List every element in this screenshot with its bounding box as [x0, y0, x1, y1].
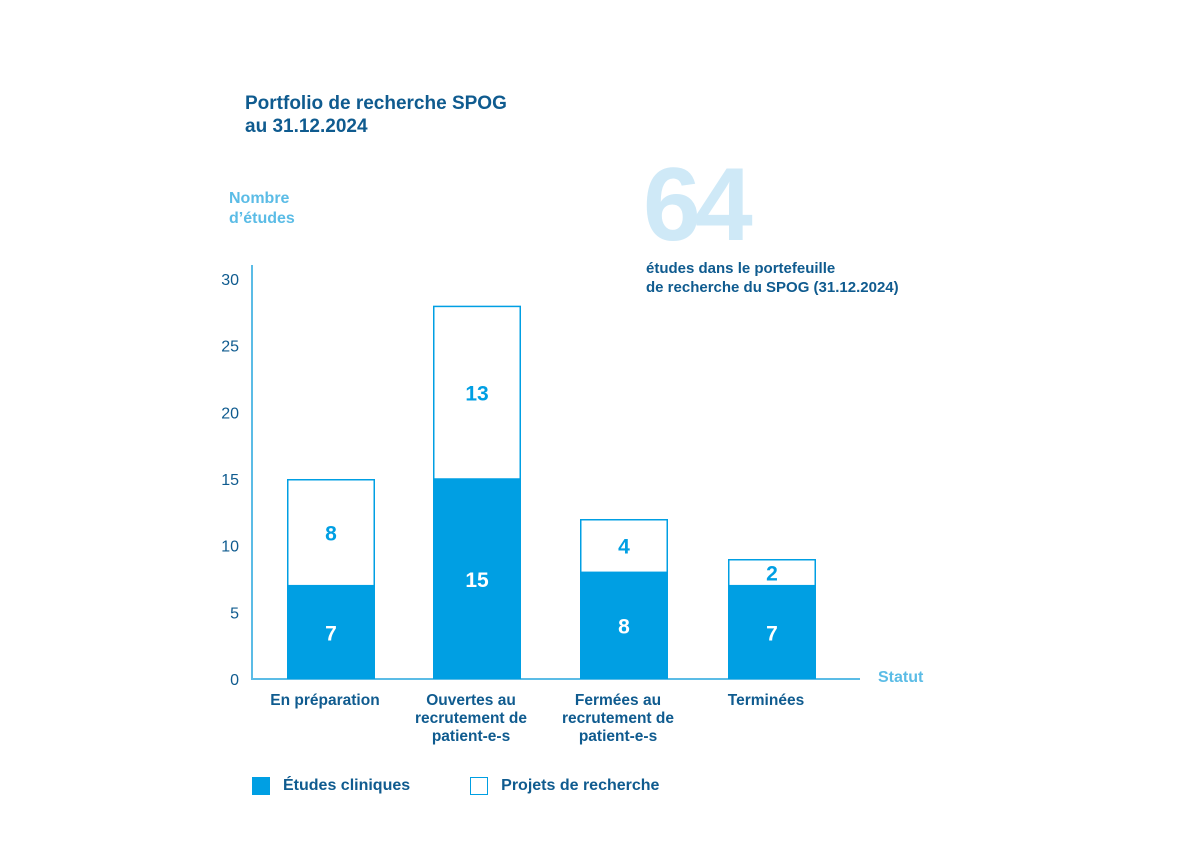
- y-axis-title-line-2: d’études: [229, 210, 295, 227]
- caption-line-1: études dans le portefeuille: [646, 260, 836, 277]
- y-tick-label: 20: [221, 405, 239, 422]
- x-tick-label: recrutement de: [415, 710, 527, 727]
- legend-swatch-outline: [470, 777, 489, 795]
- bar-research-projects: [580, 519, 668, 574]
- legend-label-clinical: Études cliniques: [283, 777, 411, 794]
- bar-research-projects: [433, 305, 521, 480]
- legend-swatch-filled: [252, 777, 270, 795]
- data-label-research: 13: [465, 382, 488, 405]
- y-tick-label: 5: [230, 605, 239, 622]
- legend-item-clinical: Études cliniques: [252, 777, 410, 795]
- bar-clinical-studies: [580, 572, 668, 679]
- x-tick-label: patient-e-s: [432, 728, 510, 745]
- legend-item-research: Projets de recherche: [470, 777, 659, 795]
- bar-research-projects: [728, 559, 816, 587]
- caption-line-2: de recherche du SPOG (31.12.2024): [646, 279, 899, 296]
- x-axis-title: Statut: [878, 669, 924, 686]
- x-tick-label: Fermées au: [575, 692, 661, 709]
- x-tick-label: recrutement de: [562, 710, 674, 727]
- x-tick-label: En préparation: [270, 692, 379, 709]
- y-axis-title: Nombre d’études: [229, 189, 295, 229]
- bar-clinical-studies: [728, 585, 816, 679]
- x-tick-label: patient-e-s: [579, 728, 657, 745]
- legend: Études cliniques Projets de recherche: [252, 777, 719, 795]
- chart-title: Portfolio de recherche SPOG au 31.12.202…: [245, 92, 507, 138]
- data-label-clinical: 7: [325, 622, 337, 645]
- y-tick-label: 15: [221, 472, 239, 489]
- data-label-research: 8: [325, 522, 337, 545]
- data-label-research: 4: [618, 536, 630, 559]
- data-label-clinical: 8: [618, 616, 630, 639]
- data-label-research: 2: [766, 562, 778, 585]
- y-tick-label: 10: [221, 539, 239, 556]
- data-label-clinical: 15: [465, 569, 489, 592]
- chart-title-line: Portfolio de recherche SPOG: [245, 93, 507, 114]
- bar-research-projects: [287, 479, 375, 587]
- x-tick-label: Terminées: [728, 692, 804, 709]
- total-studies-number: 64: [643, 147, 753, 263]
- legend-label-research: Projets de recherche: [501, 777, 660, 794]
- bar-clinical-studies: [433, 479, 521, 679]
- chart-subtitle: au 31.12.2024: [245, 116, 368, 137]
- x-tick-label: Ouvertes au: [426, 692, 516, 709]
- y-tick-label: 30: [221, 272, 239, 289]
- data-label-clinical: 7: [766, 622, 778, 645]
- y-tick-label: 25: [221, 339, 239, 356]
- total-studies-caption: études dans le portefeuille de recherche…: [646, 259, 899, 297]
- y-axis-title-line-1: Nombre: [229, 190, 290, 207]
- y-tick-label: 0: [230, 672, 239, 689]
- bar-clinical-studies: [287, 585, 375, 679]
